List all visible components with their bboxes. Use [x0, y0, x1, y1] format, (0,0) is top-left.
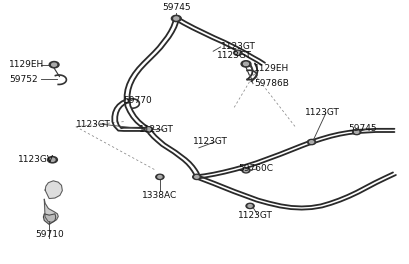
Circle shape: [243, 169, 247, 172]
Circle shape: [235, 51, 239, 54]
Text: 59786B: 59786B: [254, 79, 288, 88]
Polygon shape: [43, 214, 56, 224]
Text: 1129EH: 1129EH: [9, 60, 44, 69]
Circle shape: [146, 128, 150, 131]
Circle shape: [194, 176, 198, 178]
Circle shape: [49, 62, 59, 68]
Text: 59770: 59770: [123, 96, 151, 105]
Text: 59745: 59745: [348, 124, 376, 133]
Text: 1338AC: 1338AC: [142, 191, 177, 200]
Polygon shape: [44, 199, 58, 222]
Circle shape: [352, 129, 360, 135]
Circle shape: [52, 63, 56, 66]
Text: 59752: 59752: [9, 75, 38, 84]
Text: 1129EH: 1129EH: [254, 64, 289, 73]
Circle shape: [247, 205, 252, 207]
Circle shape: [243, 63, 247, 65]
Circle shape: [50, 158, 55, 161]
Circle shape: [192, 174, 200, 180]
Circle shape: [173, 17, 178, 20]
Text: 1123GT: 1123GT: [76, 120, 110, 129]
Circle shape: [146, 128, 150, 131]
Text: 59760C: 59760C: [237, 164, 272, 173]
Circle shape: [171, 15, 181, 22]
Circle shape: [241, 61, 249, 67]
Text: 1123GT: 1123GT: [217, 51, 252, 60]
Text: 1123GT: 1123GT: [139, 125, 174, 134]
Text: 1123GT: 1123GT: [221, 42, 256, 51]
Circle shape: [354, 131, 358, 133]
Text: 1123GT: 1123GT: [237, 211, 272, 220]
Circle shape: [144, 127, 152, 132]
Polygon shape: [45, 181, 62, 199]
Circle shape: [243, 62, 248, 65]
Circle shape: [47, 157, 57, 163]
Circle shape: [233, 50, 241, 55]
Circle shape: [157, 176, 162, 178]
Text: 1123GV: 1123GV: [18, 155, 54, 164]
Circle shape: [155, 174, 164, 180]
Circle shape: [241, 168, 249, 173]
Text: 59710: 59710: [35, 230, 63, 239]
Text: 1123GT: 1123GT: [192, 137, 227, 146]
Text: 59745: 59745: [162, 3, 190, 12]
Circle shape: [309, 141, 313, 143]
Circle shape: [240, 61, 250, 67]
Text: 1123GT: 1123GT: [305, 108, 339, 117]
Circle shape: [307, 139, 315, 145]
Circle shape: [144, 127, 152, 132]
Circle shape: [245, 203, 254, 209]
